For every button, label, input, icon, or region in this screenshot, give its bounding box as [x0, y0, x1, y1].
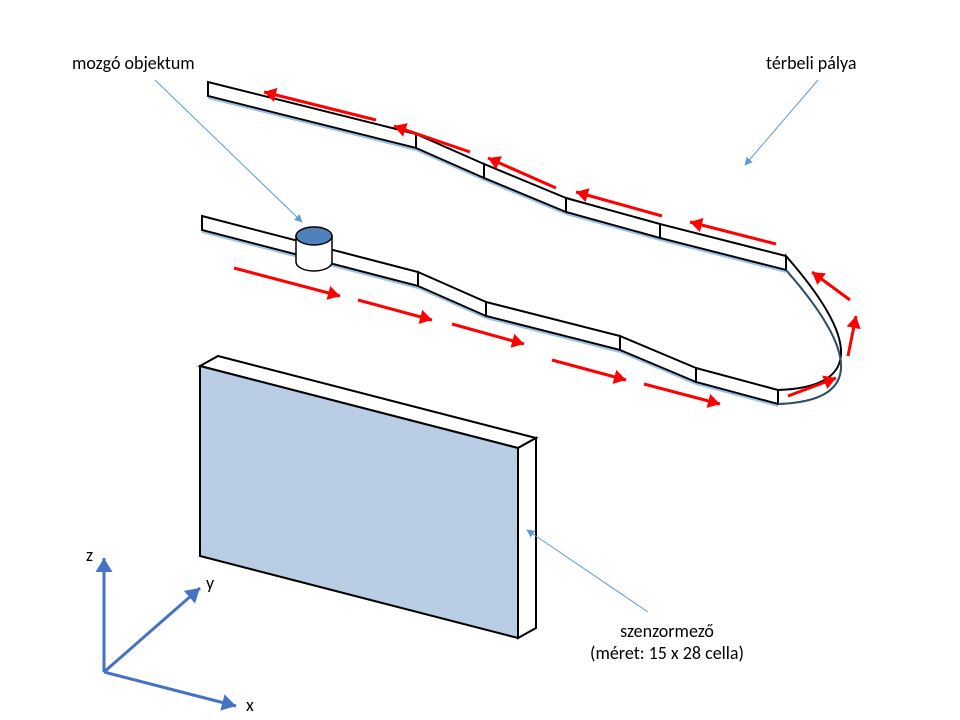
- callout-spatial_path: [745, 80, 818, 165]
- axis-label-z: z: [86, 544, 93, 566]
- axis-label-x: x: [246, 694, 254, 716]
- label-sensor-field: szenzormező (méret: 15 x 28 cella): [590, 620, 744, 664]
- sensor-panel: [200, 356, 536, 638]
- callout-sensor_field: [527, 530, 648, 612]
- label-moving-object: mozgó objektum: [72, 52, 195, 74]
- moving-object: [296, 227, 332, 271]
- axis-x: [104, 672, 236, 706]
- coordinate-axes: [96, 558, 236, 711]
- axis-label-y: y: [206, 572, 214, 594]
- label-spatial-path: térbeli pálya: [766, 52, 857, 74]
- diagram-canvas: [0, 0, 960, 720]
- axis-y: [104, 588, 200, 672]
